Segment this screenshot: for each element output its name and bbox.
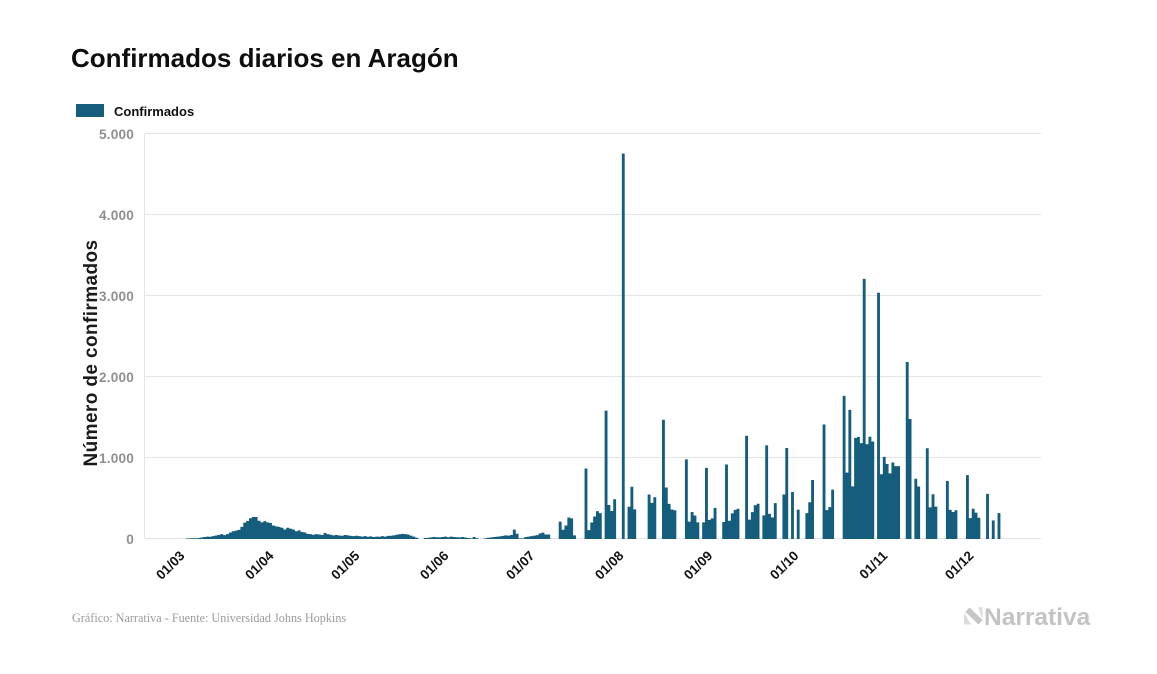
- svg-text:1.000: 1.000: [99, 451, 134, 466]
- svg-text:01/03: 01/03: [153, 548, 188, 583]
- svg-text:Narrativa: Narrativa: [984, 604, 1091, 631]
- svg-text:Confirmados: Confirmados: [114, 104, 194, 119]
- svg-text:3.000: 3.000: [99, 289, 134, 304]
- svg-text:01/10: 01/10: [767, 548, 802, 583]
- svg-text:01/12: 01/12: [942, 548, 977, 583]
- svg-text:Confirmados diarios en Aragón: Confirmados diarios en Aragón: [71, 43, 459, 73]
- svg-text:5.000: 5.000: [99, 127, 134, 142]
- svg-text:01/09: 01/09: [681, 548, 716, 583]
- svg-text:01/07: 01/07: [503, 548, 538, 583]
- svg-text:0: 0: [126, 532, 134, 547]
- svg-text:01/05: 01/05: [328, 548, 363, 583]
- svg-text:Número de confirmados: Número de confirmados: [81, 240, 102, 467]
- svg-text:2.000: 2.000: [99, 370, 134, 385]
- svg-text:01/06: 01/06: [417, 548, 452, 583]
- svg-text:Gráfico: Narrativa - Fuente: U: Gráfico: Narrativa - Fuente: Universidad…: [72, 611, 346, 625]
- svg-text:01/04: 01/04: [242, 548, 277, 583]
- svg-text:4.000: 4.000: [99, 208, 134, 223]
- svg-text:01/11: 01/11: [856, 548, 890, 582]
- svg-text:01/08: 01/08: [592, 548, 627, 583]
